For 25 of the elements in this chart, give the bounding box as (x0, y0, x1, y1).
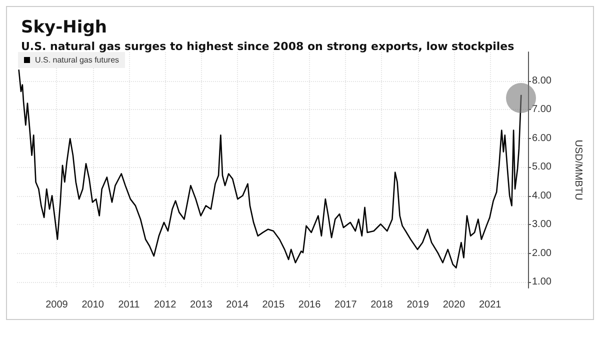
x-tick-label: 2016 (298, 300, 322, 310)
x-tick-label: 2019 (406, 300, 430, 310)
y-tick-label: 7.00 (532, 104, 552, 116)
y-tick-label: 5.00 (532, 162, 552, 173)
x-tick-label: 2011 (118, 300, 140, 310)
y-tick-label: 1.00 (532, 276, 552, 288)
x-tick-label: 2017 (334, 300, 358, 310)
y-tick-label: 4.00 (532, 190, 552, 202)
y-tick-label: 2.00 (532, 248, 552, 259)
x-tick-label: 2012 (154, 300, 177, 310)
y-axis-title: USD/MMBTU (572, 140, 584, 200)
x-tick-label: 2009 (46, 300, 68, 310)
x-tick-label: 2021 (478, 300, 502, 310)
x-tick-label: 2020 (442, 300, 466, 310)
legend-label: U.S. natural gas futures (35, 56, 120, 64)
x-tick-label: 2010 (82, 300, 104, 310)
chart-subtitle: U.S. natural gas surges to highest since 2008 on strong exports, low stockpiles (21, 40, 515, 53)
x-tick-label: 2014 (226, 300, 249, 310)
chart-title: Sky-High (21, 18, 108, 38)
y-tick-label: 8.00 (532, 75, 552, 86)
x-tick-label: 2013 (190, 300, 213, 310)
y-tick-label: 6.00 (532, 132, 552, 144)
y-tick-label: 3.00 (532, 219, 552, 230)
x-tick-label: 2015 (262, 300, 285, 310)
x-tick-label: 2018 (370, 300, 394, 310)
